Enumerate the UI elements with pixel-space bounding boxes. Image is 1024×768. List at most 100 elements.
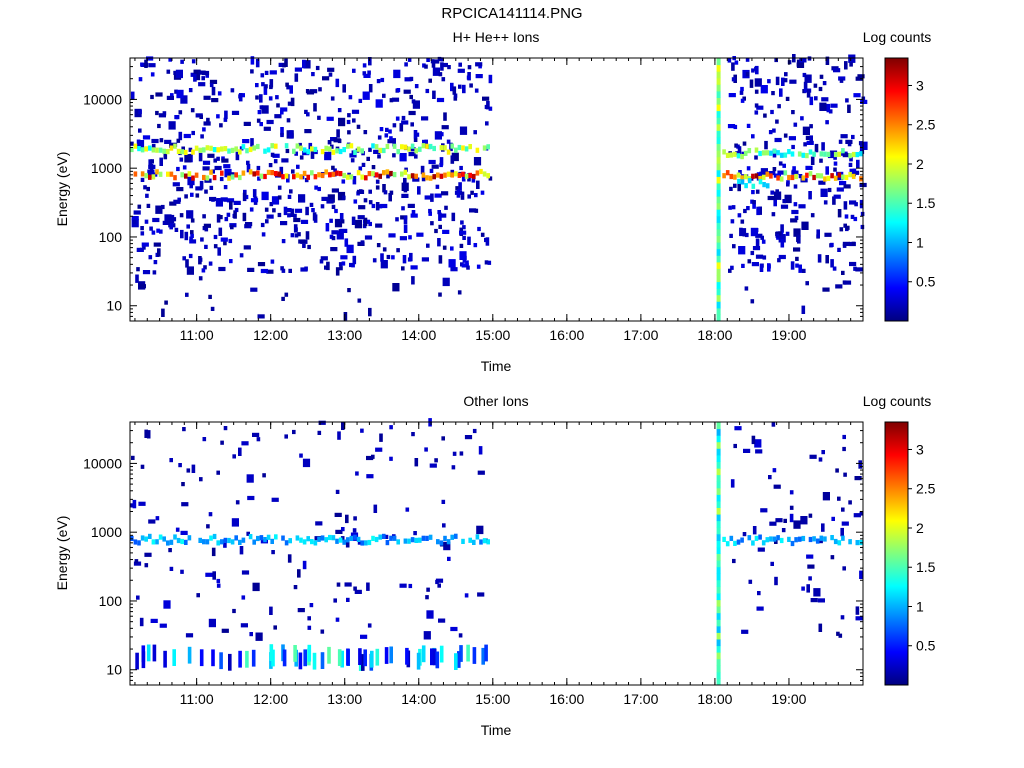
heatmap-cell bbox=[848, 539, 852, 545]
heatmap-cell bbox=[416, 652, 421, 670]
heatmap-cell bbox=[216, 578, 221, 584]
heatmap-cell bbox=[752, 526, 757, 535]
spike-segment bbox=[716, 275, 721, 283]
heatmap-cell bbox=[750, 199, 754, 204]
heatmap-cell bbox=[362, 91, 370, 100]
heatmap-cell bbox=[749, 79, 754, 88]
heatmap-cell bbox=[346, 648, 350, 666]
heatmap-cell bbox=[405, 507, 410, 512]
heatmap-cell bbox=[199, 477, 203, 482]
heatmap-cell bbox=[152, 644, 157, 662]
heatmap-cell bbox=[859, 151, 863, 157]
heatmap-cell bbox=[238, 447, 242, 456]
heatmap-cell bbox=[814, 96, 818, 101]
heatmap-cell bbox=[836, 631, 840, 636]
colorbar-tick-label: 0.5 bbox=[916, 638, 936, 654]
heatmap-cell bbox=[747, 259, 752, 264]
heatmap-cell bbox=[782, 163, 786, 168]
heatmap-cell bbox=[775, 119, 779, 124]
heatmap-cell bbox=[144, 429, 148, 438]
heatmap-cell bbox=[150, 618, 158, 623]
heatmap-cell bbox=[140, 464, 145, 469]
heatmap-cell bbox=[375, 185, 380, 190]
heatmap-cell bbox=[155, 147, 159, 153]
heatmap-cell bbox=[199, 649, 204, 667]
heatmap-cell bbox=[476, 180, 480, 189]
heatmap-cell bbox=[849, 157, 853, 162]
heatmap-cell bbox=[750, 250, 755, 256]
heatmap-cell bbox=[776, 150, 780, 156]
colorbar-tick-label: 3 bbox=[916, 441, 924, 457]
spike-segment bbox=[716, 593, 721, 601]
heatmap-cell bbox=[320, 204, 325, 209]
heatmap-cell bbox=[793, 520, 801, 529]
colorbar-ticks: 0.511.522.53 bbox=[908, 441, 936, 654]
heatmap-cell bbox=[795, 263, 799, 268]
heatmap-cell bbox=[778, 234, 786, 243]
heatmap-cell bbox=[410, 122, 414, 127]
heatmap-cell bbox=[287, 194, 292, 199]
heatmap-cell bbox=[153, 172, 158, 177]
heatmap-cell bbox=[287, 101, 292, 106]
plot-frame bbox=[129, 57, 864, 322]
heatmap-cell bbox=[757, 547, 765, 552]
heatmap-cell bbox=[751, 173, 755, 179]
heatmap-cell bbox=[358, 205, 366, 210]
heatmap-cell bbox=[148, 174, 152, 180]
heatmap-cell bbox=[474, 88, 479, 93]
heatmap-cell bbox=[239, 253, 244, 258]
heatmap-cell bbox=[396, 88, 401, 93]
heatmap-cell bbox=[823, 536, 827, 542]
heatmap-cell bbox=[768, 475, 772, 480]
heatmap-cell bbox=[186, 224, 190, 229]
heatmap-cell bbox=[228, 653, 232, 671]
heatmap-cell bbox=[181, 482, 185, 487]
heatmap-cell bbox=[844, 61, 848, 70]
heatmap-cell bbox=[758, 206, 762, 215]
heatmap-cell bbox=[368, 84, 373, 93]
heatmap-cell bbox=[368, 200, 373, 205]
heatmap-cell bbox=[389, 190, 394, 195]
heatmap-cell bbox=[839, 227, 844, 232]
spike-segment bbox=[716, 281, 721, 289]
heatmap-cell bbox=[199, 180, 204, 190]
heatmap-cell bbox=[149, 163, 154, 173]
heatmap-cell bbox=[246, 474, 254, 483]
heatmap-cell bbox=[408, 147, 416, 152]
heatmap-cell bbox=[247, 495, 255, 501]
heatmap-cell bbox=[360, 540, 364, 546]
heatmap-cell bbox=[320, 629, 325, 634]
heatmap-cell bbox=[169, 201, 177, 206]
heatmap-cell bbox=[822, 81, 827, 86]
heatmap-cell bbox=[266, 169, 271, 175]
heatmap-cell bbox=[270, 170, 274, 176]
heatmap-cell bbox=[173, 534, 177, 540]
heatmap-cell bbox=[367, 171, 372, 177]
heatmap-cell bbox=[173, 199, 181, 204]
heatmap-cell bbox=[350, 158, 355, 163]
heatmap-cell bbox=[355, 471, 359, 476]
heatmap-cell bbox=[161, 308, 165, 317]
colorbar-tick-label: 2.5 bbox=[916, 117, 936, 133]
heatmap-cell bbox=[745, 72, 750, 77]
heatmap-cell bbox=[841, 270, 845, 275]
heatmap-cell bbox=[280, 266, 284, 271]
heatmap-cell bbox=[158, 147, 163, 153]
heatmap-cell bbox=[227, 148, 231, 154]
heatmap-cell bbox=[344, 238, 349, 247]
heatmap-cell bbox=[269, 79, 274, 88]
heatmap-cell bbox=[797, 536, 802, 542]
heatmap-cell bbox=[378, 147, 382, 153]
heatmap-cell bbox=[380, 77, 385, 83]
heatmap-cell bbox=[854, 202, 858, 207]
heatmap-cell bbox=[440, 57, 444, 62]
heatmap-cell bbox=[259, 535, 264, 541]
heatmap-cell bbox=[216, 156, 220, 161]
spike-segment bbox=[716, 58, 721, 66]
heatmap-cell bbox=[312, 212, 317, 221]
spike-segment bbox=[716, 566, 721, 574]
heatmap-cell bbox=[389, 136, 393, 141]
heatmap-cell bbox=[269, 70, 277, 75]
heatmap-cell bbox=[748, 579, 753, 584]
heatmap-cell bbox=[760, 168, 768, 173]
